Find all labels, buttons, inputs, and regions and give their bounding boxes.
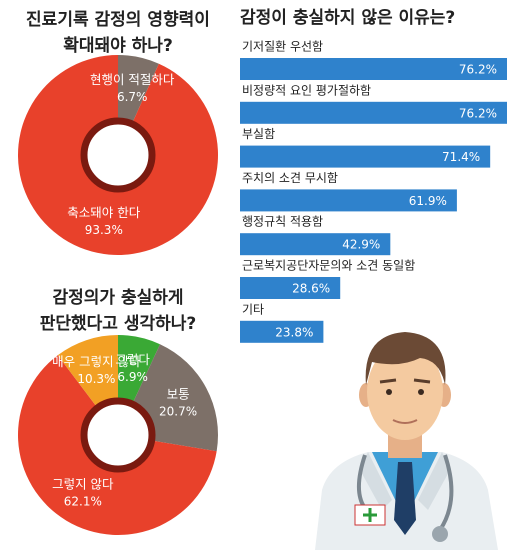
bar xyxy=(240,233,391,256)
bar-value: 76.2% xyxy=(459,106,497,120)
doctor-illustration xyxy=(315,332,498,550)
slice-label: 매우 그렇지 않다 xyxy=(52,354,141,369)
eye xyxy=(418,389,424,395)
hair xyxy=(365,332,446,385)
slice-value: 93.3% xyxy=(85,223,123,237)
bar-label: 주치의 소견 무시함 xyxy=(242,171,338,185)
slice-label: 그렇지 않다 xyxy=(52,477,114,492)
bar xyxy=(240,58,507,80)
slice-label: 보통 xyxy=(167,387,190,402)
chart-title: 판단했다고 생각하나? xyxy=(40,313,197,334)
bar-label: 기저질환 우선함 xyxy=(242,40,323,54)
bar-label: 부실함 xyxy=(242,127,275,141)
slice-label: 그렇다 xyxy=(115,352,150,367)
donut-hole xyxy=(80,397,156,473)
chart-title: 확대돼야 하나? xyxy=(63,36,173,56)
slice-value: 10.3% xyxy=(77,372,115,386)
brows xyxy=(379,378,431,384)
eye xyxy=(386,389,392,395)
slice-value: 6.7% xyxy=(117,90,148,104)
bar-value: 71.4% xyxy=(442,150,480,164)
slice-label: 현행이 적절하다 xyxy=(90,72,175,87)
bar xyxy=(240,189,457,212)
bar-value: 42.9% xyxy=(342,238,380,252)
bar-label: 근로복지공단자문의와 소견 동일함 xyxy=(242,259,415,273)
tie xyxy=(394,462,416,535)
bar xyxy=(240,145,491,168)
bar-label: 비정량적 요인 평가절하함 xyxy=(242,83,371,97)
chart-title: 감정이 충실하지 않은 이유는? xyxy=(240,8,455,28)
bar-label: 행정규칙 적용함 xyxy=(242,214,323,229)
bar xyxy=(240,277,341,299)
slice xyxy=(57,335,118,408)
bar xyxy=(240,320,324,343)
bar-value: 28.6% xyxy=(292,282,330,296)
slice-value: 20.7% xyxy=(159,405,197,419)
bar-value: 76.2% xyxy=(459,63,497,77)
chart-title: 감정의가 충실하게 xyxy=(52,288,183,308)
donut-hole xyxy=(80,117,156,193)
lapel xyxy=(360,452,450,510)
slice-value: 6.9% xyxy=(117,370,148,384)
bar-value: 61.9% xyxy=(409,194,447,208)
slice xyxy=(118,55,159,124)
slice-value: 62.1% xyxy=(64,495,102,509)
slice xyxy=(118,335,161,405)
bar-value: 23.8% xyxy=(275,325,313,339)
badge-cross xyxy=(363,508,377,522)
slice xyxy=(17,355,217,535)
bar-label: 기타 xyxy=(242,302,264,316)
stethoscope-head xyxy=(432,526,448,542)
chart-title: 진료기록 감정의 영향력이 xyxy=(26,9,210,30)
mouth xyxy=(392,419,418,424)
slice-label: 축소돼야 한다 xyxy=(67,205,140,220)
bar xyxy=(240,101,507,124)
slice xyxy=(18,55,219,255)
face xyxy=(367,344,443,440)
